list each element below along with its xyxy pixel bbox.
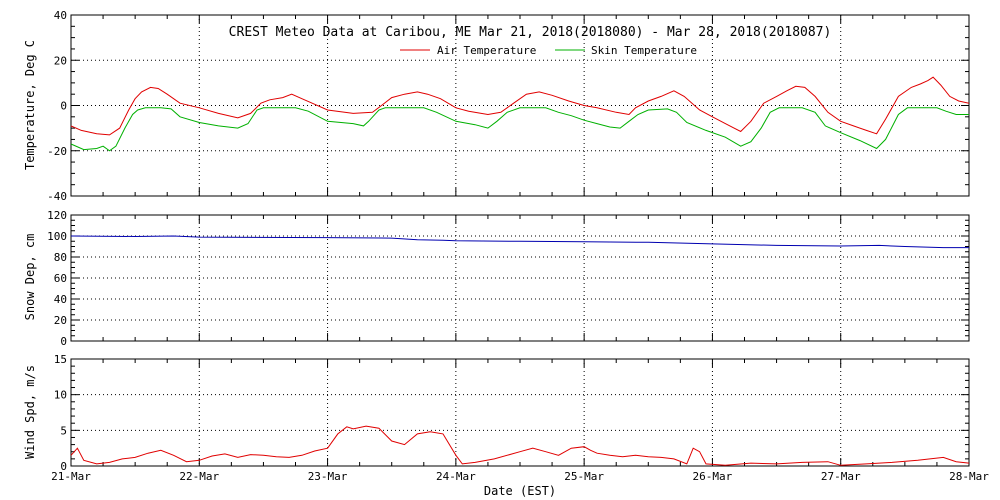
x-tick-label: 26-Mar	[693, 470, 733, 483]
y-tick-label: 0	[60, 335, 67, 348]
legend-label-skin-temperature: Skin Temperature	[591, 44, 697, 57]
y-tick-label: -40	[47, 190, 67, 203]
y-axis-title-temperature: Temperature, Deg C	[23, 40, 37, 170]
x-tick-label: 24-Mar	[436, 470, 476, 483]
series-line-skin-temperature	[70, 107, 969, 152]
y-axis-title-snow-depth: Snow Dep, cm	[23, 234, 37, 321]
legend-label-air-temperature: Air Temperature	[437, 44, 536, 57]
x-tick-label: 23-Mar	[308, 470, 348, 483]
x-tick-label: 21-Mar	[51, 470, 91, 483]
y-tick-label: 60	[54, 272, 67, 285]
y-tick-label: 20	[54, 314, 67, 327]
chart-title: CREST Meteo Data at Caribou, ME Mar 21, …	[229, 25, 832, 40]
y-tick-label: 0	[60, 100, 67, 113]
y-tick-label: 10	[54, 389, 67, 402]
series-line-panel-1-0	[70, 235, 969, 249]
y-tick-label: 100	[47, 230, 67, 243]
series-line-air-temperature	[70, 76, 970, 136]
x-tick-label: 25-Mar	[564, 470, 604, 483]
y-tick-label: 40	[54, 293, 67, 306]
y-tick-label: 20	[54, 54, 67, 67]
y-axis-title-wind-speed: Wind Spd, m/s	[23, 365, 37, 459]
x-tick-label: 22-Mar	[179, 470, 219, 483]
y-tick-label: 5	[60, 424, 67, 437]
legend: Air Temperature Skin Temperature	[400, 44, 697, 57]
y-tick-label: 15	[54, 353, 67, 366]
x-tick-label: 27-Mar	[821, 470, 861, 483]
y-tick-label: 0	[60, 460, 67, 473]
y-tick-label: 80	[54, 251, 67, 264]
x-axis-title: Date (EST)	[484, 484, 556, 498]
x-tick-label: 28-Mar	[949, 470, 989, 483]
plot-frame-2	[70, 358, 970, 467]
y-tick-label: 40	[54, 9, 67, 22]
y-tick-label: -20	[47, 145, 67, 158]
y-tick-label: 120	[47, 209, 67, 222]
series-line-panel-2-0	[70, 425, 970, 466]
